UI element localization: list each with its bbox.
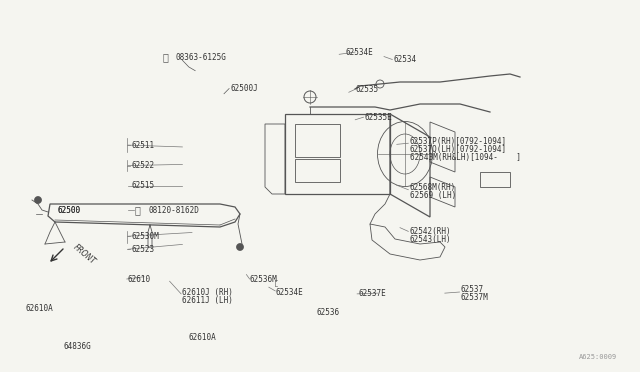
Text: 64836G: 64836G <box>64 342 92 351</box>
Text: 62537P(RH)[0792-1094]: 62537P(RH)[0792-1094] <box>410 137 507 146</box>
Text: 62536: 62536 <box>317 308 340 317</box>
Text: 62537Q(LH)[0792-1094]: 62537Q(LH)[0792-1094] <box>410 145 507 154</box>
Text: 62500: 62500 <box>58 206 81 215</box>
Text: 08363-6125G: 08363-6125G <box>176 53 227 62</box>
Text: 62537: 62537 <box>461 285 484 294</box>
Text: 62534: 62534 <box>394 55 417 64</box>
Text: Ⓑ: Ⓑ <box>134 205 141 215</box>
Text: Ⓢ: Ⓢ <box>162 53 168 62</box>
Text: 62511: 62511 <box>131 141 154 150</box>
Text: 62500: 62500 <box>58 206 81 215</box>
Circle shape <box>237 244 243 250</box>
Text: 62535E: 62535E <box>365 113 392 122</box>
Circle shape <box>35 196 42 203</box>
Text: 62543(LH): 62543(LH) <box>410 235 451 244</box>
Text: 62569 (LH): 62569 (LH) <box>410 191 456 200</box>
Text: 62568M(RH): 62568M(RH) <box>410 183 456 192</box>
Text: 62522: 62522 <box>131 161 154 170</box>
Text: 62537M: 62537M <box>461 293 488 302</box>
Text: 62534E: 62534E <box>275 288 303 296</box>
Text: 62610J (RH): 62610J (RH) <box>182 288 233 297</box>
Text: 62515: 62515 <box>131 182 154 190</box>
Text: 62523: 62523 <box>131 245 154 254</box>
Text: 62542(RH): 62542(RH) <box>410 227 451 236</box>
Text: A625:0009: A625:0009 <box>579 354 618 360</box>
Text: 62500J: 62500J <box>230 84 258 93</box>
Text: 08120-8162D: 08120-8162D <box>148 206 199 215</box>
Text: 62611J (LH): 62611J (LH) <box>182 296 233 305</box>
Text: FRONT: FRONT <box>72 242 98 266</box>
Text: 62537E: 62537E <box>358 289 386 298</box>
Text: 62610A: 62610A <box>26 304 53 313</box>
Text: 62534E: 62534E <box>346 48 373 57</box>
Text: 62610: 62610 <box>128 275 151 283</box>
Text: 62535: 62535 <box>355 85 378 94</box>
Text: 62543M(RH&LH)[1094-    ]: 62543M(RH&LH)[1094- ] <box>410 153 520 162</box>
Text: 62610A: 62610A <box>189 333 216 342</box>
Text: 62536M: 62536M <box>250 275 277 283</box>
Text: 62530M: 62530M <box>131 232 159 241</box>
